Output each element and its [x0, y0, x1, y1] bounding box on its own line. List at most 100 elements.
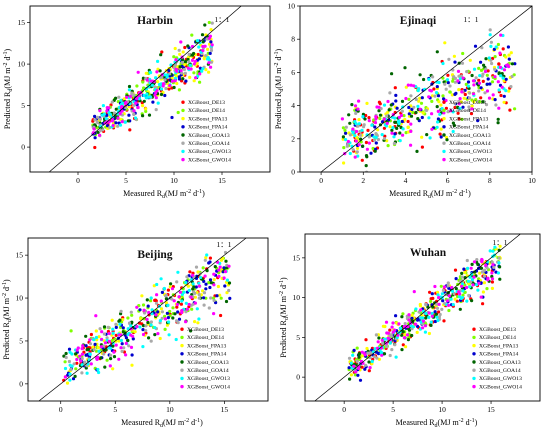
data-point: [346, 139, 350, 144]
data-point: [204, 282, 208, 286]
data-point: [131, 337, 135, 341]
data-point: [407, 97, 411, 101]
data-point: [138, 325, 142, 329]
data-point: [476, 262, 480, 266]
legend-marker: [180, 368, 184, 372]
data-point: [107, 339, 111, 343]
data-point: [458, 77, 462, 81]
data-point: [173, 312, 177, 316]
data-point: [421, 326, 425, 330]
data-point: [108, 125, 112, 130]
data-point: [189, 67, 193, 71]
data-point: [385, 139, 389, 143]
data-point: [102, 332, 106, 336]
legend-label: XGBoost_GOA13: [188, 133, 230, 139]
data-point: [127, 113, 131, 117]
data-point: [162, 286, 166, 291]
data-point: [376, 137, 380, 142]
data-point: [457, 117, 461, 121]
y-tick-label: 6: [291, 68, 295, 77]
data-point: [190, 44, 195, 49]
data-point: [129, 324, 133, 328]
data-point: [163, 93, 167, 98]
data-point: [183, 45, 187, 50]
data-point: [415, 149, 419, 153]
data-point: [483, 69, 488, 74]
legend-label: XGBoost_DE13: [449, 100, 486, 106]
data-point: [134, 116, 138, 120]
data-point: [100, 337, 104, 341]
data-point: [218, 293, 222, 297]
data-point: [360, 158, 364, 162]
data-point: [347, 366, 351, 370]
data-point: [435, 50, 439, 54]
data-point: [446, 73, 450, 77]
data-point: [357, 143, 361, 147]
legend-label: XGBoost_GOA14: [479, 368, 521, 374]
x-axis-label: Measured Rd(MJ m-2 d-1): [389, 189, 471, 200]
data-point: [394, 93, 398, 97]
data-point: [147, 85, 151, 89]
data-point: [212, 272, 216, 276]
data-point: [444, 87, 448, 91]
data-point: [390, 72, 394, 76]
data-point: [465, 258, 469, 263]
data-point: [179, 69, 183, 73]
data-point: [441, 61, 445, 66]
data-point: [126, 119, 130, 123]
data-point: [67, 347, 72, 351]
data-point: [491, 249, 495, 253]
data-point: [198, 80, 202, 84]
data-point: [222, 266, 226, 270]
data-point: [180, 299, 184, 303]
data-point: [497, 106, 501, 110]
data-point: [402, 336, 406, 340]
data-point: [204, 256, 208, 260]
data-point: [117, 95, 121, 99]
data-point: [111, 344, 115, 348]
data-point: [98, 327, 102, 331]
data-point: [466, 84, 470, 88]
x-tick-label: 0: [342, 405, 346, 414]
data-point: [204, 68, 208, 72]
data-point: [98, 109, 102, 113]
data-point: [463, 88, 467, 92]
chart-title: Wuhan: [410, 247, 447, 259]
data-point: [144, 107, 148, 111]
one-to-one-line: [38, 238, 247, 401]
data-point: [460, 282, 465, 286]
data-point: [191, 273, 195, 277]
data-point: [203, 23, 207, 27]
data-point: [175, 305, 179, 309]
data-point: [458, 295, 462, 299]
data-point: [404, 345, 408, 349]
legend-marker: [181, 100, 185, 104]
data-point: [477, 281, 481, 285]
data-point: [106, 325, 110, 329]
data-point: [141, 104, 145, 108]
data-point: [446, 281, 450, 285]
data-point: [124, 353, 128, 357]
data-point: [175, 81, 179, 86]
data-point: [472, 275, 476, 279]
data-point: [441, 299, 445, 303]
data-point: [93, 145, 97, 150]
data-point: [362, 125, 366, 129]
data-point: [142, 93, 146, 98]
data-point: [358, 133, 363, 137]
data-point: [490, 277, 495, 281]
data-point: [386, 99, 390, 104]
data-point: [219, 313, 223, 318]
data-point: [481, 79, 485, 83]
data-point: [130, 91, 134, 95]
data-point: [481, 100, 485, 104]
data-point: [156, 332, 160, 336]
data-point: [127, 344, 131, 348]
data-point: [370, 359, 374, 364]
legend-label: XGBoost_FPA14: [479, 352, 518, 358]
data-point: [347, 356, 352, 360]
data-point: [457, 102, 461, 106]
data-point: [479, 266, 484, 270]
data-point: [509, 85, 513, 89]
